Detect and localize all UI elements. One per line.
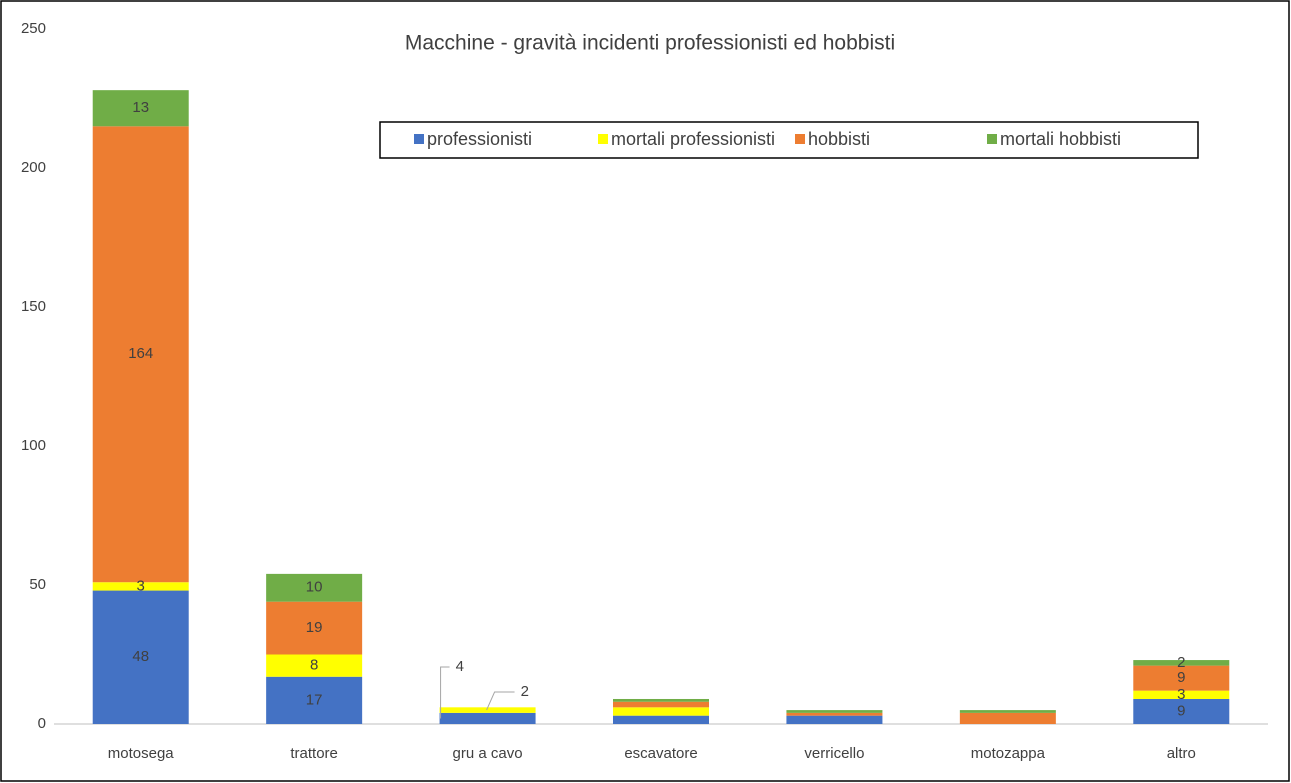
bar-segment <box>959 710 1056 713</box>
data-label: 48 <box>132 648 149 665</box>
data-label: 3 <box>1177 686 1185 703</box>
y-tick-label: 0 <box>38 715 46 732</box>
legend-swatch <box>598 134 608 144</box>
bar-segment <box>786 715 883 724</box>
bar-segment <box>1133 690 1230 699</box>
legend-label: mortali professionisti <box>611 129 775 149</box>
legend-label: professionisti <box>427 129 532 149</box>
data-label: 4 <box>456 658 464 675</box>
data-label: 10 <box>306 579 323 596</box>
data-label: 17 <box>306 691 323 708</box>
x-tick-label: escavatore <box>624 745 697 762</box>
x-tick-label: verricello <box>804 745 864 762</box>
x-tick-label: trattore <box>290 745 338 762</box>
bar-segment <box>439 707 536 713</box>
data-label: 9 <box>1177 669 1185 686</box>
label-leader <box>486 691 515 711</box>
data-label: 13 <box>132 99 149 116</box>
bar-segment <box>1133 665 1230 691</box>
data-label: 19 <box>306 619 323 636</box>
data-label: 164 <box>128 345 153 362</box>
y-tick-label: 100 <box>21 437 46 454</box>
bar-segment <box>613 707 709 716</box>
bar-segment <box>92 90 189 127</box>
y-tick-label: 150 <box>21 298 46 315</box>
legend-label: mortali hobbisti <box>1000 129 1121 149</box>
x-tick-label: motosega <box>108 745 175 762</box>
data-label: 8 <box>310 657 318 674</box>
data-label: 2 <box>1177 654 1185 671</box>
legend-swatch <box>795 134 805 144</box>
y-tick-label: 50 <box>29 576 46 593</box>
data-label: 2 <box>521 683 529 700</box>
bar-segment <box>1133 660 1230 666</box>
bar-segment <box>786 712 883 716</box>
x-tick-label: motozappa <box>971 745 1046 762</box>
x-tick-label: gru a cavo <box>453 745 523 762</box>
bar-segment <box>613 701 709 708</box>
bar-segment <box>1133 698 1230 724</box>
chart-title: Macchine - gravità incidenti professioni… <box>405 32 895 55</box>
legend-box <box>379 121 1199 159</box>
bar-segment <box>266 676 363 724</box>
bar-segment <box>959 712 1056 724</box>
data-label: 9 <box>1177 702 1185 719</box>
bar-segment <box>613 715 709 724</box>
bar-segment <box>92 590 189 724</box>
legend-swatch <box>987 134 997 144</box>
x-tick-label: altro <box>1167 745 1196 762</box>
bar-segment <box>439 712 536 724</box>
legend-label: hobbisti <box>808 129 870 149</box>
bar-segment <box>266 654 363 677</box>
legend-swatch <box>414 134 424 144</box>
y-tick-label: 200 <box>21 159 46 176</box>
bar-segment <box>266 573 363 602</box>
bar-segment <box>786 710 883 713</box>
bar-segment <box>92 126 189 583</box>
label-leader <box>440 666 450 719</box>
data-label: 3 <box>137 577 145 594</box>
bar-segment <box>266 601 363 655</box>
y-tick-label: 250 <box>21 20 46 37</box>
bar-segment <box>613 698 709 702</box>
bar-segment <box>92 582 189 591</box>
